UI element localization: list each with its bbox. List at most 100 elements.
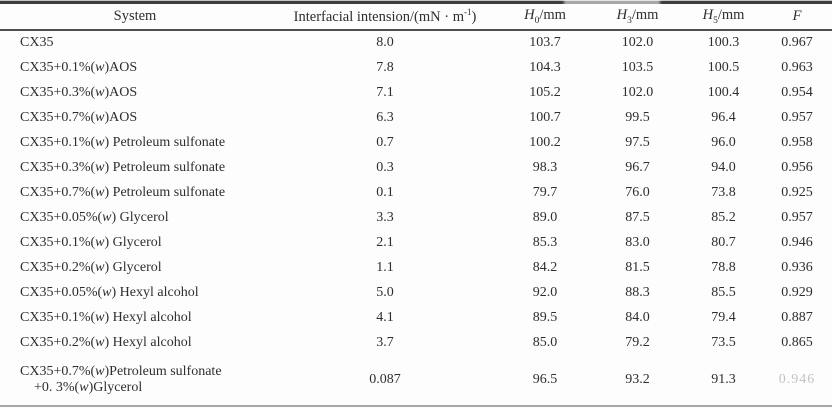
ift-superscript: -1 — [463, 7, 472, 18]
cell-f: 0.963 — [781, 59, 813, 75]
table-body: CX35 8.0 103.7 102.0 100.3 0.967 CX35+0.1%(w)A… — [0, 30, 832, 405]
cell-f: 0.936 — [781, 259, 813, 275]
cell-h0: 84.2 — [532, 259, 558, 275]
cell-h3: 102.0 — [621, 84, 654, 100]
cell-interfacial-tension: 4.1 — [376, 309, 394, 325]
col-header-h0: H0/mm — [500, 4, 590, 31]
system-text-line: +0. 3%(w)Glycerol — [34, 380, 143, 395]
cell-interfacial-tension: 0.3 — [376, 159, 394, 175]
col-header-h3: H3/mm — [590, 4, 685, 31]
cell-system: CX35+0.3%(w) Petroleum sulfonate — [0, 155, 270, 180]
cell-h0: 100.2 — [529, 134, 561, 150]
h3-symbol: H — [616, 7, 628, 24]
h0-unit: /mm — [539, 7, 566, 24]
cell-interfacial-tension: 6.3 — [376, 109, 394, 125]
cell-h5: 73.8 — [711, 184, 736, 200]
cell-h3: 102.0 — [621, 35, 654, 50]
col-header-system: System — [0, 4, 270, 31]
cell-interfacial-tension: 0.7 — [376, 134, 394, 150]
system-text-line: CX35+0.1%(w) Hexyl alcohol — [20, 309, 192, 325]
system-text-line: CX35+0.05%(w) Hexyl alcohol — [20, 284, 199, 300]
col-header-h5: H5/mm — [685, 4, 762, 31]
system-text-line: CX35+0.3%(w)AOS — [20, 84, 138, 100]
cell-h5: 79.4 — [711, 309, 736, 325]
cell-interfacial-tension: 3.3 — [376, 209, 394, 225]
cell-h0: 105.2 — [529, 84, 561, 100]
cell-interfacial-tension: 0.1 — [376, 184, 394, 200]
table-row: CX35+0.3%(w)AOS 7.1 105.2 102.0 100.4 0.954 — [0, 80, 832, 105]
cell-h0: 85.0 — [532, 334, 558, 350]
system-text-line: CX35+0.1%(w) Glycerol — [20, 234, 162, 250]
table-row: CX35+0.2%(w) Hexyl alcohol 3.7 85.0 79.2 73.… — [0, 330, 832, 355]
system-text-line: CX35+0.1%(w) Petroleum sulfonate — [20, 134, 226, 150]
col-header-f: F — [762, 4, 832, 31]
h0-subscript: 0 — [534, 15, 540, 26]
cell-h5: 94.0 — [711, 159, 736, 175]
h5-subscript: 5 — [713, 15, 718, 26]
cell-f: 0.967 — [781, 35, 813, 50]
cell-system: CX35+0.1%(w) Hexyl alcohol — [0, 305, 270, 330]
cell-system: CX35+0.7%(w) Petroleum sulfonate — [0, 180, 270, 205]
table-row: CX35+0.7%(w)Petroleum sulfonate +0. 3%(w)… — [0, 355, 832, 405]
cell-h3: 83.0 — [625, 234, 650, 250]
h0-symbol: H — [524, 7, 535, 24]
system-text-line: CX35+0.2%(w) Glycerol — [20, 259, 162, 275]
cell-h0: 104.3 — [529, 59, 561, 75]
cell-f: 0.887 — [781, 309, 813, 325]
table-row: CX35+0.05%(w) Hexyl alcohol 5.0 92.0 88.3 85… — [0, 280, 832, 305]
cell-h3: 79.2 — [625, 334, 650, 350]
h3-unit: /mm — [631, 7, 659, 24]
cell-f: 0.958 — [781, 134, 813, 150]
cell-interfacial-tension: 7.1 — [376, 84, 394, 100]
table-row: CX35+0.1%(w) Petroleum sulfonate 0.7 100.2… — [0, 130, 832, 155]
cell-f: 0.954 — [781, 84, 813, 100]
ift-label: Interfacial intension/(mN · m — [293, 8, 464, 25]
cell-h5: 80.7 — [711, 234, 736, 250]
cell-system: CX35+0.1%(w)AOS — [0, 55, 270, 80]
system-label: System — [113, 8, 157, 24]
cell-system: CX35+0.7%(w)AOS — [0, 105, 270, 130]
header-row: System Interfacial intension/(mN · m-1) … — [0, 4, 832, 31]
table-header: System Interfacial intension/(mN · m-1) … — [0, 4, 832, 31]
cell-h5: 96.4 — [711, 109, 736, 125]
table-row: CX35+0.1%(w) Glycerol 2.1 85.3 83.0 80.7 0.94… — [0, 230, 832, 255]
table-row: CX35+0.7%(w) Petroleum sulfonate 0.1 79.7 7… — [0, 180, 832, 205]
cell-f: 0.946 — [781, 234, 813, 250]
cell-h0: 100.7 — [529, 109, 561, 125]
cell-h0: 79.7 — [532, 184, 558, 200]
cell-h5: 96.0 — [711, 134, 736, 150]
h3-subscript: 3 — [627, 15, 632, 26]
system-text-line: CX35+0.1%(w)AOS — [20, 59, 138, 75]
system-text-line: CX35+0.2%(w) Hexyl alcohol — [20, 334, 192, 350]
cell-h5: 85.2 — [711, 209, 736, 225]
ift-label-close: ) — [471, 8, 477, 25]
cell-h0: 89.0 — [532, 209, 558, 225]
cell-h5: 91.3 — [711, 372, 736, 387]
cell-h3: 103.5 — [621, 59, 654, 75]
cell-h0: 96.5 — [532, 372, 558, 387]
cell-interfacial-tension: 2.1 — [376, 234, 394, 250]
cell-h5: 100.3 — [707, 35, 740, 50]
cell-interfacial-tension: 8.0 — [376, 35, 394, 50]
table-top-rule — [0, 0, 832, 4]
cell-h3: 84.0 — [625, 309, 650, 325]
table-row: CX35 8.0 103.7 102.0 100.3 0.967 — [0, 30, 832, 55]
system-text-line: CX35+0.05%(w) Glycerol — [20, 209, 169, 225]
cell-h3: 97.5 — [625, 134, 650, 150]
cell-f: 0.925 — [781, 184, 813, 200]
cell-interfacial-tension: 1.1 — [376, 259, 394, 275]
cell-h5: 73.5 — [711, 334, 736, 350]
cell-h0: 98.3 — [532, 159, 558, 175]
cell-h3: 81.5 — [625, 259, 650, 275]
cell-interfacial-tension: 0.087 — [369, 372, 401, 387]
cell-h0: 89.5 — [532, 309, 558, 325]
system-text-line: CX35+0.3%(w) Petroleum sulfonate — [20, 159, 226, 175]
cell-system: CX35+0.1%(w) Petroleum sulfonate — [0, 130, 270, 155]
cell-f: 0.929 — [781, 284, 813, 300]
cell-h0: 103.7 — [529, 35, 561, 50]
cell-system: CX35+0.1%(w) Glycerol — [0, 230, 270, 255]
system-text-line: CX35+0.7%(w)Petroleum sulfonate — [20, 364, 222, 379]
table-bottom-rule — [0, 405, 832, 407]
cell-system: CX35 — [0, 30, 270, 55]
system-text-line: CX35+0.7%(w) Petroleum sulfonate — [20, 184, 226, 200]
